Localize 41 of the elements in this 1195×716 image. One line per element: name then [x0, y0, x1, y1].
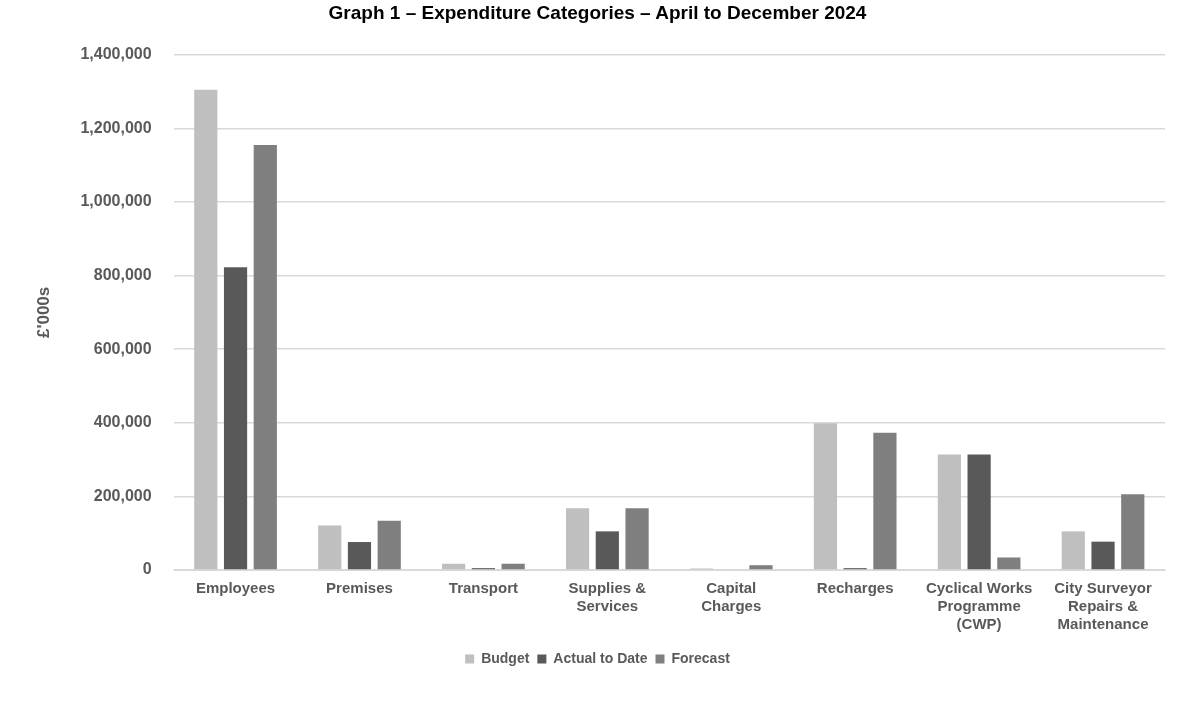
y-tick-label: 1,400,000 — [80, 45, 152, 63]
bar — [194, 89, 218, 570]
legend-label: Forecast — [671, 649, 731, 666]
bar — [223, 267, 248, 570]
bar — [1091, 541, 1115, 570]
chart-title: Graph 1 – Expenditure Categories – April to December 2024 — [328, 1, 867, 23]
x-tick-label: City Surveyor Repairs & Maintenance — [1054, 579, 1152, 633]
y-tick-label: 600,000 — [93, 339, 152, 357]
x-tick-label: Recharges — [816, 579, 894, 597]
y-tick-label: 1,200,000 — [80, 118, 152, 136]
x-tick-label: Capital Charges — [701, 579, 762, 615]
bar — [253, 144, 277, 570]
legend-label: Actual to Date — [553, 649, 648, 666]
bar — [377, 520, 401, 570]
bar — [967, 454, 991, 570]
x-tick-label: Employees — [195, 579, 276, 597]
bar — [873, 432, 897, 570]
bar — [937, 454, 961, 570]
y-tick-label: 0 — [142, 560, 152, 578]
bar — [442, 563, 466, 570]
x-tick-label: Cyclical Works Programme (CWP) — [925, 579, 1033, 633]
legend-label: Budget — [481, 649, 530, 666]
y-tick-label: 200,000 — [93, 486, 152, 504]
x-tick-label: Transport — [448, 579, 518, 597]
y-tick-label: 1,000,000 — [80, 192, 152, 210]
bar — [501, 563, 525, 570]
bar — [318, 525, 342, 570]
y-tick-label: 800,000 — [93, 266, 152, 284]
bar — [749, 565, 773, 570]
bar — [595, 531, 619, 570]
x-tick-label: Supplies & Services — [568, 579, 647, 615]
bar — [625, 508, 649, 570]
bar — [347, 542, 372, 570]
bar — [997, 557, 1021, 570]
x-tick-label: Premises — [326, 579, 393, 597]
y-tick-label: 400,000 — [93, 413, 152, 431]
bar — [1121, 494, 1145, 570]
bar — [565, 508, 590, 570]
bar — [813, 423, 838, 570]
bar — [1061, 531, 1085, 570]
y-axis-title: £'000s — [33, 286, 53, 339]
